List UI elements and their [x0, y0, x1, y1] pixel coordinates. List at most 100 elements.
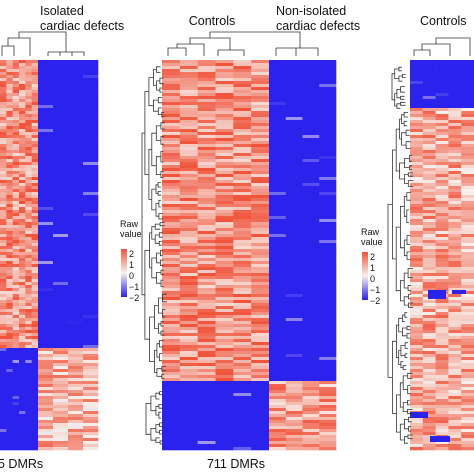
heatmap-cell	[215, 123, 234, 127]
heatmap-cell	[435, 420, 449, 424]
heatmap-cell	[319, 201, 337, 205]
heatmap-cell	[68, 210, 84, 214]
heatmap-cell	[53, 306, 69, 310]
heatmap-cell	[19, 186, 26, 190]
heatmap-cell	[197, 336, 216, 340]
heatmap-cell	[6, 168, 13, 172]
heatmap-cell	[410, 186, 424, 190]
heatmap-cell	[251, 369, 270, 373]
heatmap-cell	[215, 378, 234, 382]
heatmap-cell	[68, 327, 84, 331]
heatmap-cell	[410, 432, 424, 436]
heatmap-cell	[38, 162, 54, 166]
heatmap-cell	[162, 351, 181, 355]
heatmap-cell	[251, 183, 270, 187]
heatmap-cell	[19, 435, 26, 439]
heatmap-cell	[83, 126, 99, 130]
heatmap-cell	[197, 354, 216, 358]
heatmap-cell	[422, 264, 436, 268]
heatmap-cell	[38, 216, 54, 220]
heatmap-cell	[53, 441, 69, 445]
panel3-row-dendrogram-top	[391, 66, 406, 109]
heatmap-cell	[53, 66, 69, 70]
heatmap-cell	[435, 210, 449, 214]
heatmap-cell	[179, 195, 198, 199]
heatmap-cell	[19, 300, 26, 304]
heatmap-cell	[0, 108, 7, 112]
heatmap-cell	[422, 270, 436, 274]
heatmap-cell	[251, 135, 270, 139]
heatmap-cell	[53, 348, 69, 352]
heatmap-cell	[285, 210, 303, 214]
heatmap-cell	[269, 222, 287, 226]
heatmap-cell	[179, 345, 198, 349]
heatmap-cell	[12, 282, 20, 286]
heatmap-cell	[302, 318, 320, 322]
heatmap-cell	[197, 138, 216, 142]
panel3-row-dendrogram-bottom	[387, 112, 414, 444]
heatmap-cell	[38, 363, 54, 367]
heatmap-cell	[31, 201, 39, 205]
heatmap-cell	[269, 120, 287, 124]
heatmap-cell	[410, 261, 424, 265]
heatmap-cell	[251, 372, 270, 376]
heatmap-cell	[285, 429, 303, 433]
heatmap-cell	[6, 105, 13, 109]
heatmap-cell	[25, 384, 32, 388]
heatmap-cell	[461, 147, 474, 151]
heatmap-cell	[31, 294, 39, 298]
heatmap-cell	[461, 411, 474, 415]
heatmap-cell	[319, 123, 337, 127]
heatmap-cell	[319, 93, 337, 97]
heatmap-cell	[31, 354, 39, 358]
heatmap-cell	[68, 81, 84, 85]
heatmap-cell	[435, 252, 449, 256]
heatmap-cell	[6, 360, 13, 364]
heatmap-cell	[25, 168, 32, 172]
heatmap-cell	[179, 213, 198, 217]
heatmap-cell	[68, 186, 84, 190]
heatmap-cell	[302, 168, 320, 172]
heatmap-cell	[285, 135, 303, 139]
heatmap-cell	[83, 354, 99, 358]
heatmap-cell	[448, 444, 462, 448]
heatmap-cell	[435, 393, 449, 397]
heatmap-cell	[435, 228, 449, 232]
heatmap-cell	[25, 429, 32, 433]
heatmap-cell	[251, 69, 270, 73]
heatmap-cell	[19, 366, 26, 370]
heatmap-cell	[285, 444, 303, 448]
heatmap-cell	[448, 279, 462, 283]
heatmap-cell	[285, 204, 303, 208]
heatmap-cell	[6, 153, 13, 157]
heatmap-cell	[410, 393, 424, 397]
heatmap-cell	[435, 135, 449, 139]
heatmap-cell	[19, 288, 26, 292]
heatmap-cell	[233, 432, 252, 436]
heatmap-cell	[179, 174, 198, 178]
heatmap-cell	[179, 99, 198, 103]
heatmap-cell	[53, 264, 69, 268]
heatmap-cell	[215, 234, 234, 238]
heatmap-cell	[269, 381, 287, 385]
heatmap-cell	[269, 60, 287, 64]
heatmap-cell	[319, 216, 337, 220]
heatmap-cell	[410, 219, 424, 223]
heatmap-cell	[269, 210, 287, 214]
heatmap-cell	[410, 231, 424, 235]
heatmap-cell	[68, 333, 84, 337]
heatmap-cell	[251, 180, 270, 184]
heatmap-cell	[83, 294, 99, 298]
heatmap-cell	[435, 309, 449, 313]
heatmap-cell	[448, 138, 462, 142]
heatmap-cell	[319, 87, 337, 91]
heatmap-cell	[251, 126, 270, 130]
heatmap-cell	[179, 315, 198, 319]
heatmap-cell	[461, 309, 474, 313]
heatmap-cell	[68, 246, 84, 250]
heatmap-cell	[422, 204, 436, 208]
heatmap-cell	[410, 423, 424, 427]
heatmap-cell	[25, 63, 32, 67]
heatmap-cell	[0, 294, 7, 298]
heatmap-cell	[233, 195, 252, 199]
